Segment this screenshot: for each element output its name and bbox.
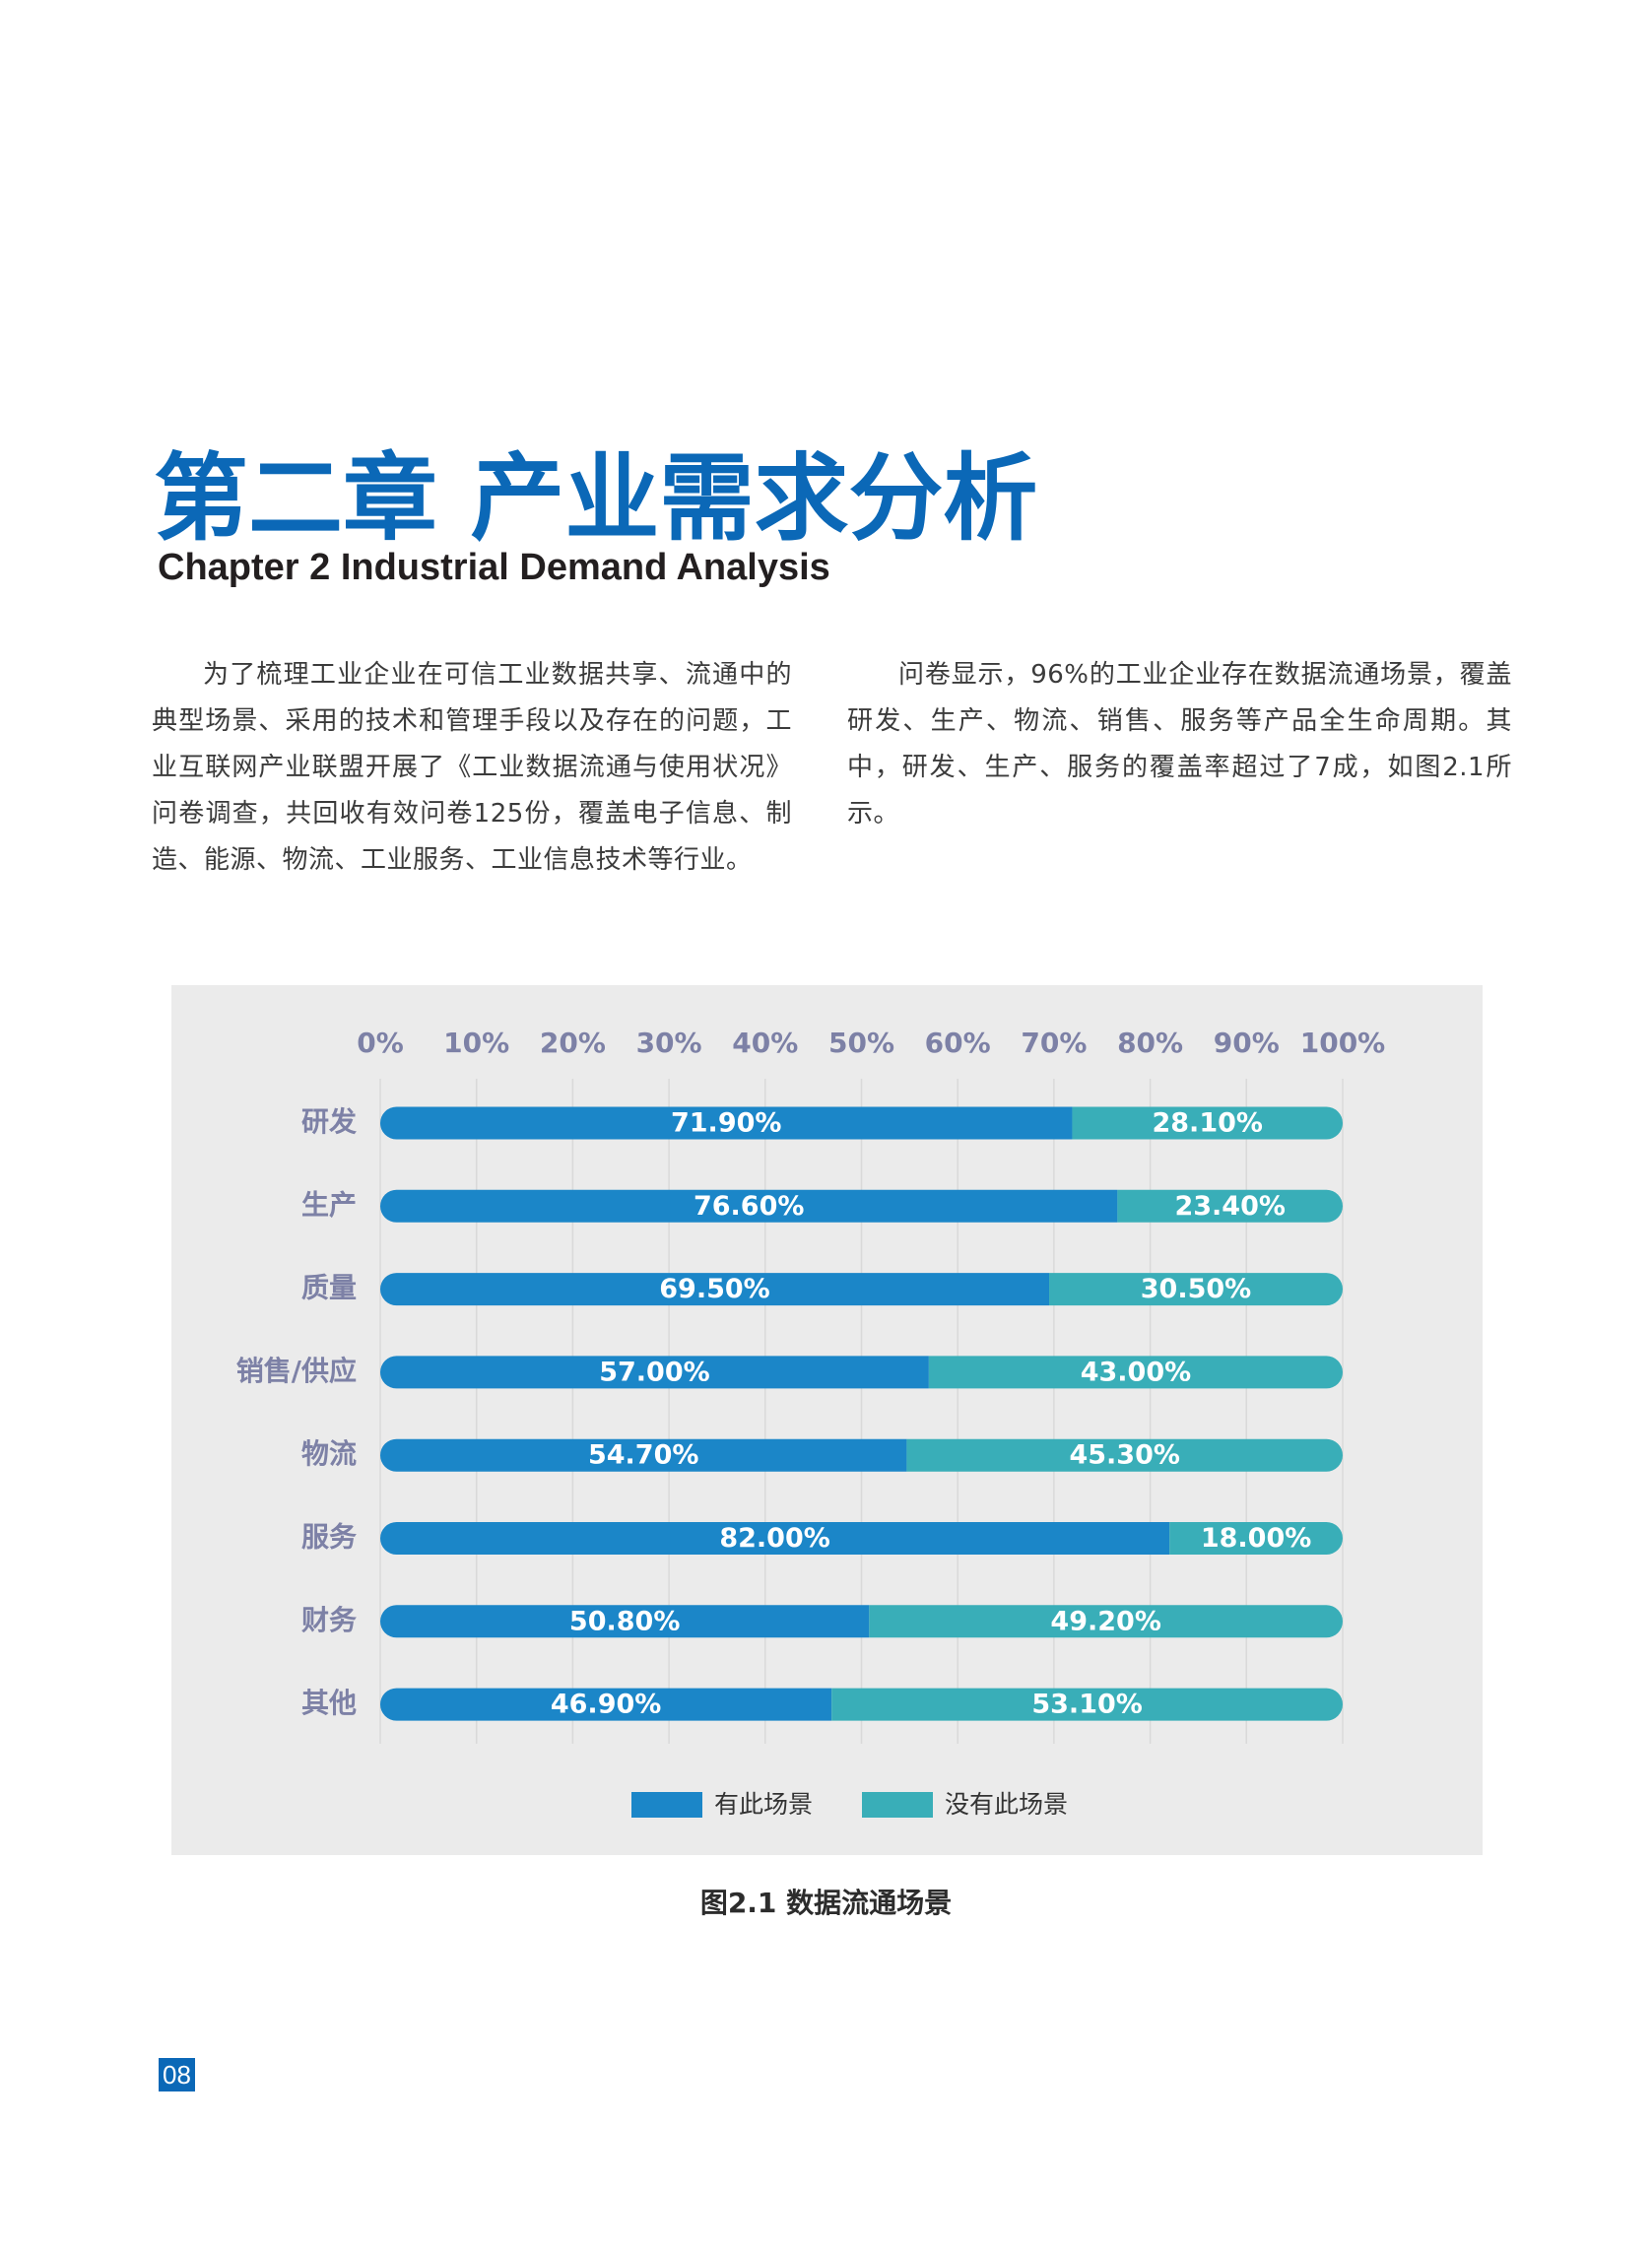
stacked-bar-chart: 0% 10% 20% 30% 40% 50% 60% 70% 80% 90% 100% 研发 71.90… (236, 1027, 1386, 1819)
x-tick-label: 100% (1300, 1027, 1386, 1059)
data-label: 45.30% (1069, 1440, 1179, 1471)
bar-segment-no-scene (831, 1688, 1343, 1721)
category-label: 销售/供应 (236, 1355, 357, 1387)
intro-left-column: 为了梳理工业企业在可信工业数据共享、流通中的典型场景、采用的技术和管理手段以及存… (152, 652, 792, 884)
category-label: 其他 (301, 1687, 357, 1719)
x-tick-label: 40% (732, 1027, 798, 1059)
bar-segment-has-scene (380, 1273, 1050, 1306)
data-label: 69.50% (659, 1274, 769, 1304)
bar-segment-has-scene (380, 1189, 1118, 1223)
x-tick-label: 70% (1021, 1027, 1087, 1059)
data-label: 71.90% (671, 1108, 781, 1139)
data-label: 50.80% (569, 1606, 680, 1636)
chapter-subtitle: Chapter 2 Industrial Demand Analysis (158, 547, 830, 588)
bar-segment-has-scene (380, 1356, 929, 1389)
bar-segment-no-scene (1169, 1522, 1343, 1555)
bar-segment-no-scene (1049, 1273, 1343, 1306)
x-tick-label: 20% (540, 1027, 606, 1059)
category-label: 服务 (301, 1521, 357, 1554)
chapter-title: 第二章 产业需求分析 (154, 443, 1038, 554)
x-tick-label: 80% (1117, 1027, 1183, 1059)
data-label: 23.40% (1174, 1191, 1285, 1222)
legend-swatch-no-scene (862, 1792, 933, 1818)
data-label: 82.00% (719, 1523, 829, 1554)
data-label: 49.20% (1050, 1606, 1160, 1636)
bar-segment-has-scene (380, 1688, 832, 1721)
bar-segment-has-scene (380, 1605, 870, 1638)
x-tick-label: 0% (357, 1027, 404, 1059)
data-label: 30.50% (1141, 1274, 1251, 1304)
data-label: 46.90% (551, 1690, 661, 1720)
legend-swatch-has-scene (631, 1792, 702, 1818)
bar-segment-no-scene (1117, 1189, 1343, 1223)
bar-segment-no-scene (906, 1438, 1343, 1472)
intro-paragraph-right: 问卷显示，96%的工业企业存在数据流通场景，覆盖研发、生产、物流、销售、服务等产… (847, 660, 1512, 829)
bar-segment-has-scene (380, 1438, 907, 1472)
legend-label: 有此场景 (714, 1790, 813, 1819)
data-label: 18.00% (1201, 1523, 1311, 1554)
bar-segment-no-scene (928, 1356, 1343, 1389)
page-number: 08 (159, 2058, 195, 2091)
x-tick-label: 90% (1214, 1027, 1280, 1059)
category-label: 生产 (301, 1188, 357, 1221)
data-label: 53.10% (1031, 1690, 1142, 1720)
x-tick-label: 60% (925, 1027, 991, 1059)
x-tick-label: 50% (828, 1027, 894, 1059)
category-label: 物流 (301, 1437, 357, 1470)
category-label: 研发 (301, 1105, 357, 1138)
figure-caption: 图2.1 数据流通场景 (699, 1887, 953, 1919)
data-label: 57.00% (599, 1357, 709, 1387)
category-label: 财务 (301, 1604, 357, 1636)
data-label: 54.70% (588, 1440, 698, 1471)
data-label: 76.60% (694, 1191, 804, 1222)
bar-segment-no-scene (869, 1605, 1343, 1638)
bar-segment-no-scene (1072, 1106, 1343, 1140)
bar-segment-has-scene (380, 1522, 1170, 1555)
intro-right-column: 问卷显示，96%的工业企业存在数据流通场景，覆盖研发、生产、物流、销售、服务等产… (847, 652, 1512, 837)
intro-paragraph-left: 为了梳理工业企业在可信工业数据共享、流通中的典型场景、采用的技术和管理手段以及存… (152, 660, 792, 875)
category-label: 质量 (301, 1272, 357, 1304)
data-label: 43.00% (1081, 1357, 1191, 1387)
x-tick-label: 10% (443, 1027, 509, 1059)
x-tick-label: 30% (636, 1027, 702, 1059)
data-label: 28.10% (1152, 1108, 1262, 1139)
legend-label: 没有此场景 (945, 1790, 1068, 1819)
chart-panel: 0% 10% 20% 30% 40% 50% 60% 70% 80% 90% 100% 研发 71.90… (171, 985, 1483, 1855)
bar-segment-has-scene (380, 1106, 1073, 1140)
